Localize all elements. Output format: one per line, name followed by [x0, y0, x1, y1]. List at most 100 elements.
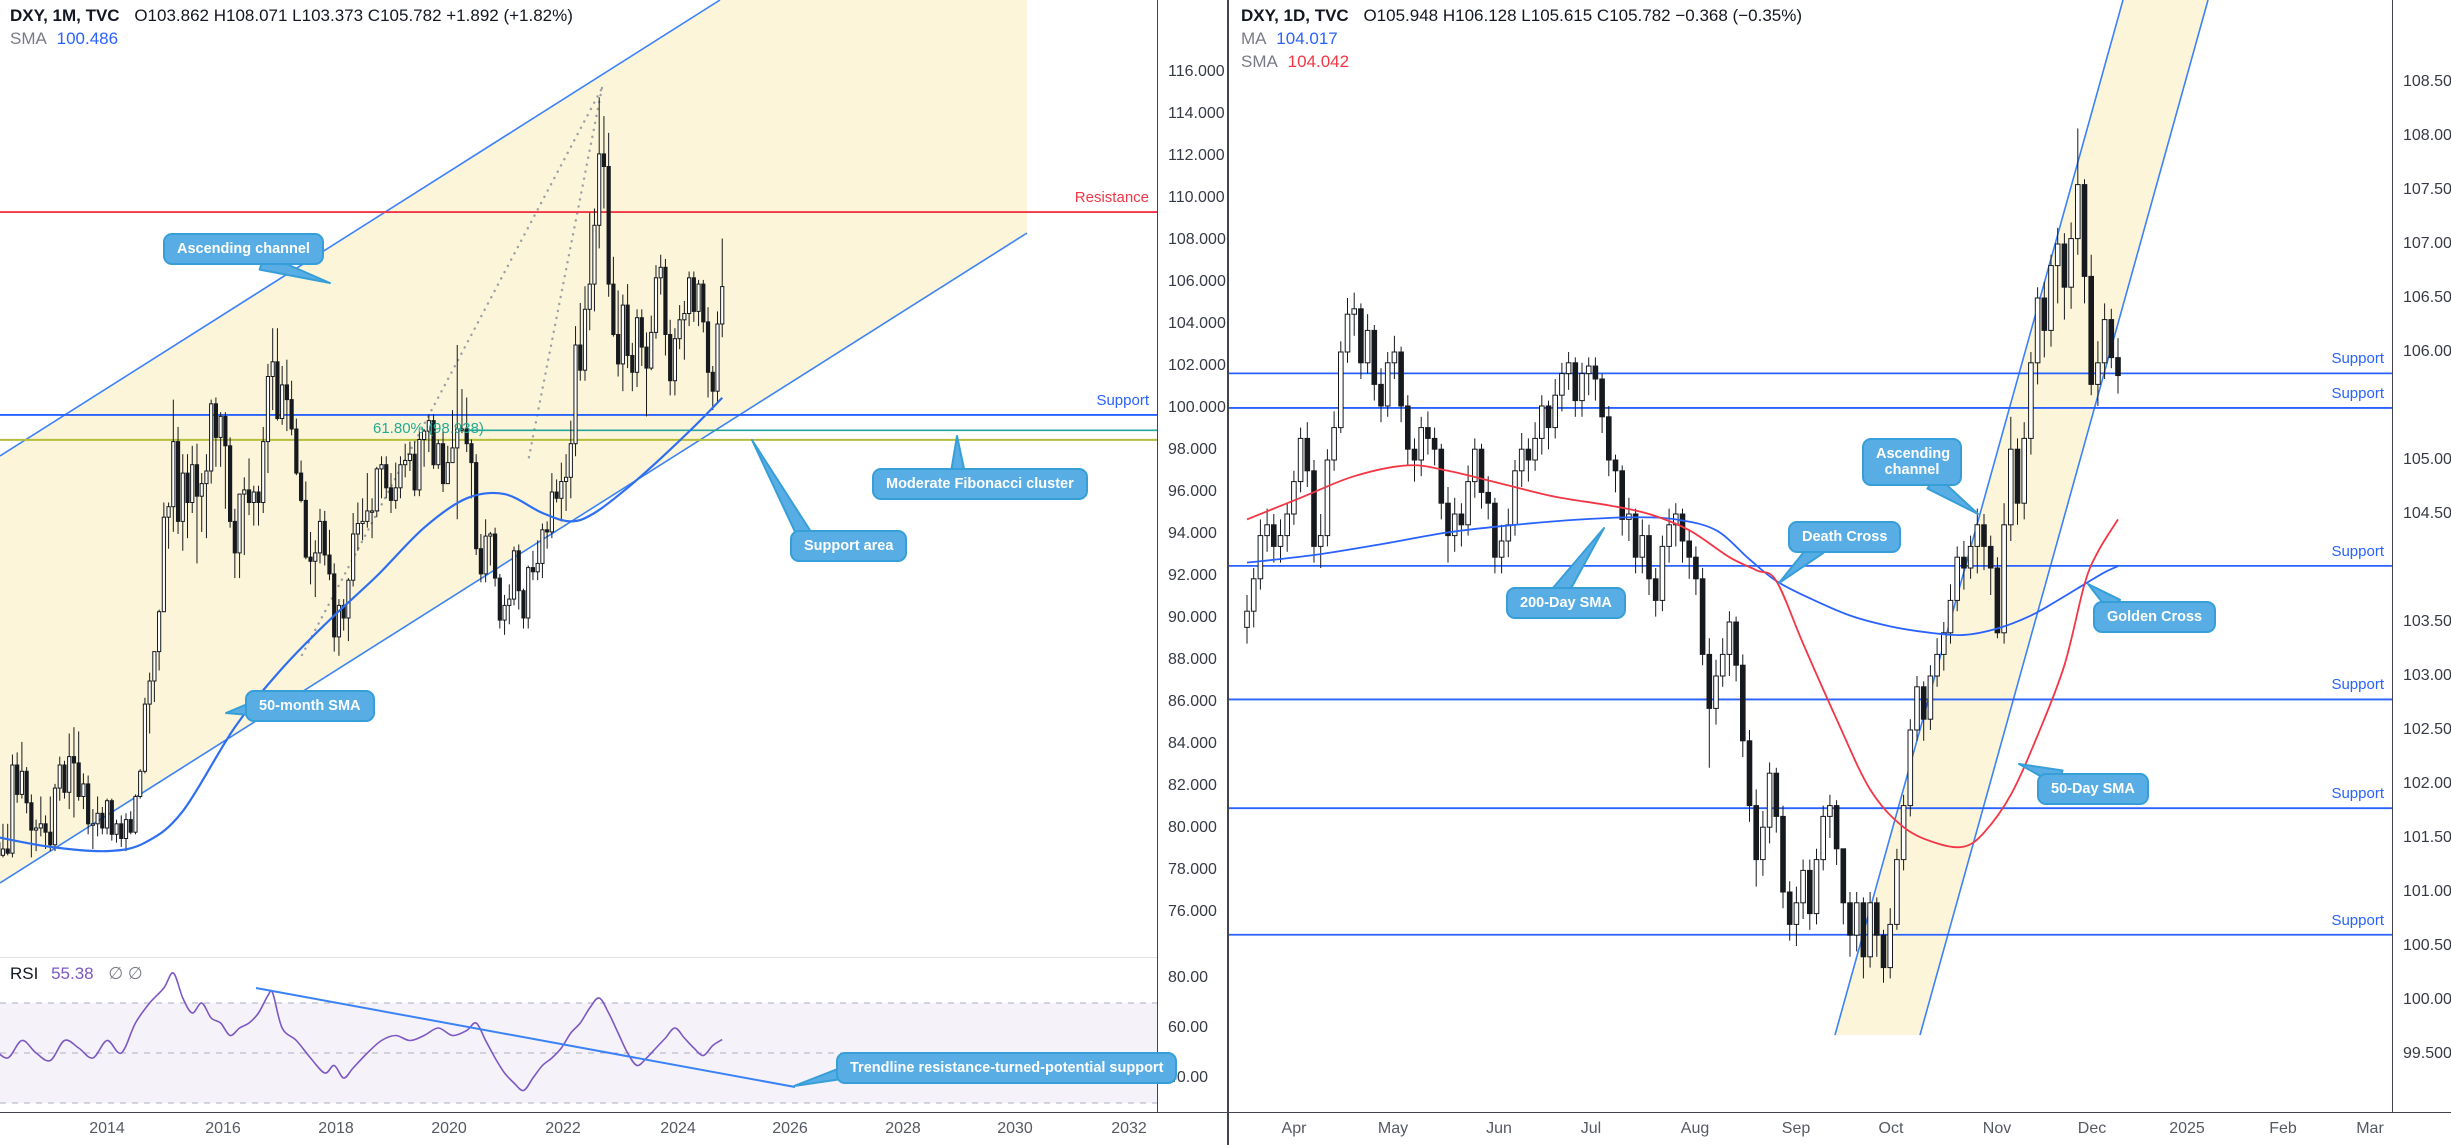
- candle-body: [2048, 265, 2054, 331]
- candle-body: [1485, 491, 1492, 504]
- candle-body: [1525, 448, 1532, 461]
- time-tick-label: 2022: [545, 1120, 581, 1137]
- time-tick-label: 2030: [997, 1120, 1033, 1137]
- time-tick-label: Jun: [1486, 1120, 1512, 1137]
- candle-body: [1344, 313, 1351, 353]
- time-tick-label: 2024: [660, 1120, 696, 1137]
- candle-body: [261, 441, 266, 504]
- candle-body: [592, 224, 597, 285]
- candle-body: [611, 283, 616, 336]
- candle-body: [1458, 513, 1465, 526]
- candle-body: [1505, 524, 1512, 542]
- candle-body: [109, 800, 114, 835]
- candle-body: [15, 764, 20, 795]
- candle-body: [48, 831, 53, 846]
- candle-body: [194, 464, 200, 497]
- candle-body: [1900, 805, 1907, 861]
- candle-body: [492, 533, 498, 579]
- candle-body: [1284, 513, 1291, 537]
- candle-body: [710, 371, 715, 392]
- price-tick-label: 104.000: [1168, 315, 1226, 332]
- candle-body: [1244, 610, 1250, 628]
- right-ma-label[interactable]: MA: [1241, 29, 1266, 48]
- price-tick-label: 112.000: [1168, 147, 1225, 164]
- candle-body: [322, 520, 327, 556]
- time-tick-label: 2028: [885, 1120, 921, 1137]
- candle-body: [1492, 502, 1498, 558]
- left-price-axis[interactable]: 116.000 114.000 112.000 110.000 108.000 106.0…: [1157, 0, 1228, 1112]
- ascending-channel-fill: [0, 0, 1027, 883]
- candle-body: [450, 447, 455, 464]
- candle-body: [1606, 416, 1612, 461]
- candle-body: [1297, 437, 1304, 483]
- candle-body: [142, 703, 148, 772]
- price-tick-label: 114.000: [1168, 105, 1225, 122]
- right-ma-value: 104.017: [1276, 29, 1338, 48]
- price-tick-label: 100.000: [1168, 399, 1226, 416]
- candle-body: [1874, 902, 1880, 936]
- callout-200-day-sma[interactable]: 200-Day SMA: [1506, 587, 1626, 619]
- candle-body: [606, 166, 611, 285]
- right-chart-legend[interactable]: DXY, 1D, TVC O105.948 H106.128 L105.615 …: [1241, 4, 1802, 73]
- support-label: Support: [2331, 911, 2384, 929]
- candle-body: [682, 313, 687, 321]
- candle-body: [1472, 448, 1478, 483]
- left-sma-value: 100.486: [56, 29, 119, 48]
- candle-body: [1693, 556, 1699, 580]
- callout-support-area[interactable]: Support area: [790, 530, 908, 562]
- callout-50-day-sma[interactable]: 50-Day SMA: [2037, 773, 2149, 805]
- rsi-legend[interactable]: RSI 55.38 ∅ ∅: [10, 962, 143, 985]
- candle-body: [1686, 540, 1693, 558]
- callout-golden-cross[interactable]: Golden Cross: [2093, 601, 2217, 633]
- candle-body: [71, 756, 77, 764]
- price-tick-label: 92.000: [1168, 567, 1217, 584]
- left-chart-legend[interactable]: DXY, 1M, TVC O103.862 H108.071 L103.373 …: [10, 4, 573, 50]
- time-axis[interactable]: 2014 2016 2018 2020 2022 2024 2026 2028 2030 2032…: [0, 1112, 2451, 1145]
- price-tick-label: 106.000: [1168, 273, 1226, 290]
- ascending-channel-line: [1834, 0, 2124, 1036]
- candle-body: [412, 453, 417, 491]
- candle-body: [1250, 578, 1257, 612]
- candle-body: [1699, 578, 1706, 655]
- time-tick-label: Aug: [1680, 1120, 1710, 1137]
- candle-body: [440, 443, 446, 485]
- right-sma-label[interactable]: SMA: [1241, 52, 1277, 71]
- candle-body: [1652, 578, 1659, 601]
- candle-body: [62, 764, 67, 793]
- callout-death-cross[interactable]: Death Cross: [1788, 521, 1902, 553]
- candle-body: [1391, 351, 1398, 364]
- candle-body: [246, 489, 252, 503]
- candle-body: [1847, 902, 1853, 936]
- callout-50-month-sma[interactable]: 50-month SMA: [245, 690, 375, 722]
- right-symbol[interactable]: DXY, 1D, TVC: [1241, 6, 1349, 25]
- candle-body: [1974, 524, 1981, 547]
- rsi-label[interactable]: RSI: [10, 964, 39, 983]
- rsi-pane-canvas[interactable]: [0, 957, 1157, 1112]
- callout-ascending-channel[interactable]: Ascending channel: [1862, 438, 1962, 486]
- right-price-axis[interactable]: 108.500 108.000 107.500 107.000 106.500 106.0…: [2392, 0, 2451, 1112]
- support-label: Support: [2331, 384, 2384, 402]
- candle-body: [1512, 470, 1518, 526]
- candle-body: [388, 487, 394, 501]
- left-symbol[interactable]: DXY, 1M, TVC: [10, 6, 120, 25]
- candle-body: [1927, 675, 1934, 720]
- candle-body: [2101, 319, 2108, 364]
- candle-body: [123, 819, 129, 839]
- candle-body: [436, 443, 441, 466]
- left-sma-label[interactable]: SMA: [10, 29, 46, 48]
- candle-body: [1632, 513, 1639, 558]
- callout-trendline-resistance-turned-potential-support[interactable]: Trendline resistance-turned-potential su…: [836, 1052, 1178, 1084]
- candle-body: [237, 493, 242, 554]
- chart-divider[interactable]: [1227, 0, 1229, 1145]
- candle-body: [535, 562, 540, 573]
- callout-ascending-channel[interactable]: Ascending channel: [163, 233, 324, 265]
- candle-body: [464, 428, 469, 445]
- candle-body: [29, 802, 34, 831]
- candle-body: [573, 344, 578, 445]
- candle-body: [1438, 448, 1445, 504]
- pane-separator[interactable]: [0, 957, 1157, 958]
- callout-moderate-fibonacci-cluster[interactable]: Moderate Fibonacci cluster: [872, 468, 1088, 500]
- candle-body: [1264, 524, 1270, 537]
- support-label: Support: [2331, 350, 2384, 368]
- candle-body: [1706, 653, 1713, 709]
